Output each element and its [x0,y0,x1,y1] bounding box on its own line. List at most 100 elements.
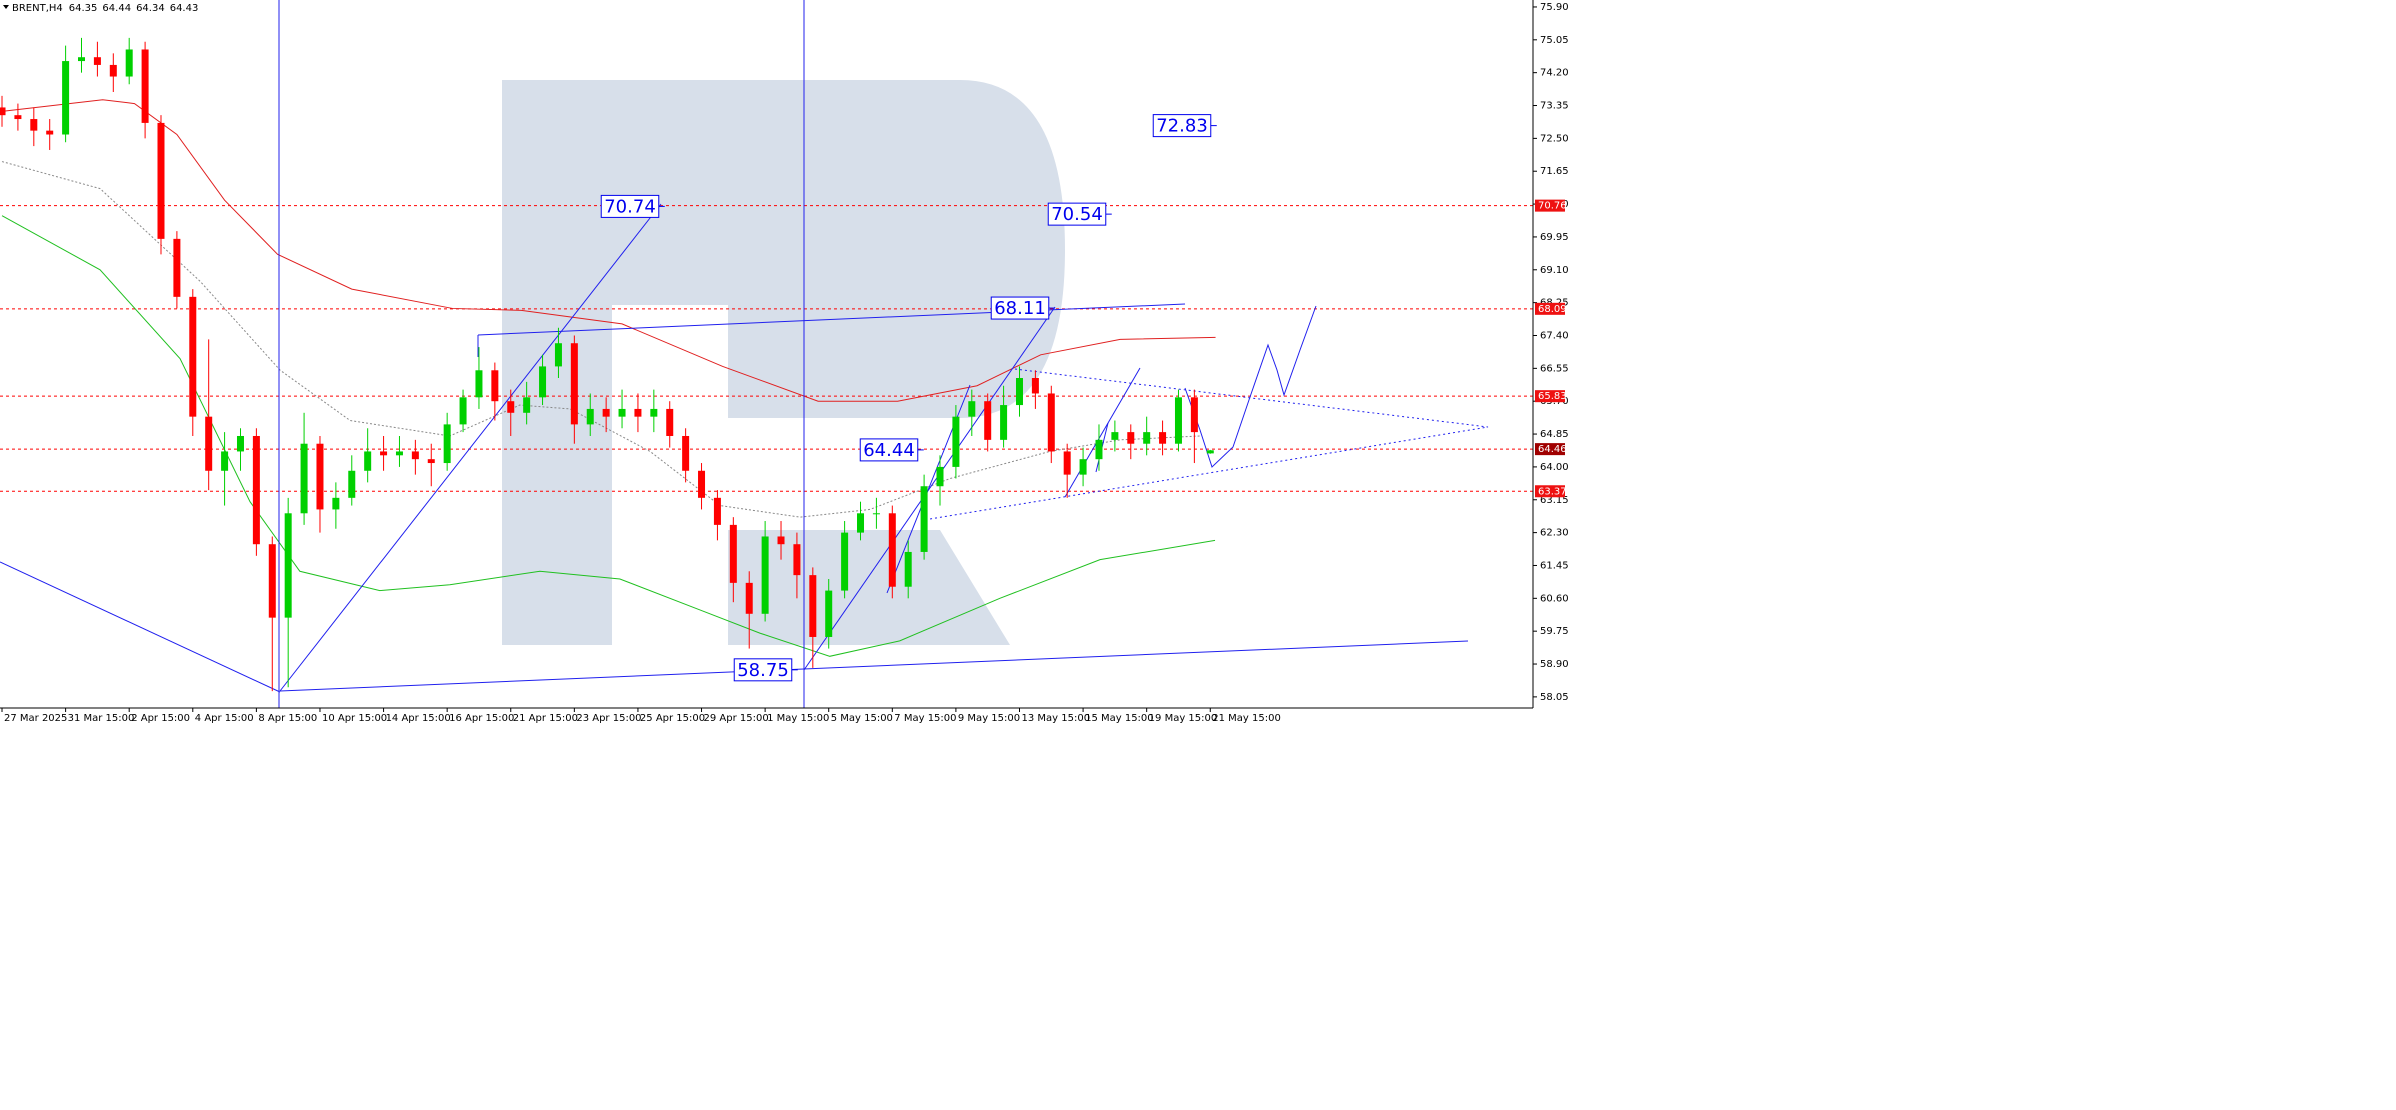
candle-body [507,401,515,413]
candle-body [570,343,578,425]
target-label: 70.54 [1051,204,1103,225]
target-label: 58.75 [737,660,789,681]
header-value: 64.44 [102,3,131,14]
x-tick-label: 8 Apr 15:00 [258,713,317,724]
candle-body [46,130,54,135]
candle-body [221,451,229,471]
candle-body [586,408,594,425]
level-label: 64.46 [1538,444,1567,455]
y-tick-label: 75.05 [1540,35,1569,46]
candle-body [14,115,22,120]
level-label: 70.76 [1538,201,1567,212]
candle-body [729,524,737,583]
candle-body [109,64,117,77]
candle-body [1079,459,1087,475]
candle-body [475,370,483,398]
x-tick-label: 16 Apr 15:00 [449,713,514,724]
watermark [502,80,1065,645]
candle-body [968,401,976,417]
candle-body [316,443,324,510]
level-label: 68.09 [1538,304,1567,315]
candle-body [125,49,133,77]
x-tick-label: 1 May 15:00 [767,713,829,724]
y-tick-label: 69.10 [1540,265,1569,276]
y-tick-label: 61.45 [1540,560,1569,571]
candle-body [1159,432,1167,444]
candle-body [141,49,149,123]
y-tick-label: 67.40 [1540,330,1569,341]
target-label: 68.11 [994,298,1046,319]
candle-body [332,497,340,510]
candle-body [682,435,690,471]
candle-body [427,459,435,464]
level-label-bg [1535,443,1565,456]
candle-body [380,451,388,456]
candle-body [650,408,658,417]
candle-body [984,401,992,440]
candle-body [602,408,610,417]
candle-body [523,397,531,413]
candle-body [284,513,292,618]
candle-body [618,408,626,417]
x-tick-label: 13 May 15:00 [1021,713,1090,724]
candle-body [1143,432,1151,444]
candle-body [936,466,944,487]
y-tick-label: 66.55 [1540,363,1569,374]
candle-body [348,470,356,498]
x-tick-label: 29 Apr 15:00 [704,713,769,724]
candle-body [300,443,308,514]
candle-body [1190,397,1198,433]
candle-body [920,486,928,552]
y-tick-label: 59.75 [1540,626,1569,637]
candle-body [93,57,101,65]
y-tick-label: 60.60 [1540,593,1569,604]
candle-body [666,408,674,436]
x-tick-label: 14 Apr 15:00 [386,713,451,724]
candle-body [761,536,769,614]
candle-body [554,343,562,367]
y-tick-label: 64.00 [1540,462,1569,473]
candle-body [364,451,372,471]
candle-body [809,575,817,637]
candle-body [395,451,403,456]
x-tick-label: 27 Mar 2025 [4,713,67,724]
y-tick-label: 62.30 [1540,528,1569,539]
candle-body [236,435,244,452]
x-tick-label: 7 May 15:00 [894,713,956,724]
x-tick-label: 9 May 15:00 [958,713,1020,724]
candle-body [888,513,896,587]
y-tick-label: 64.85 [1540,429,1569,440]
level-label-bg [1535,390,1565,403]
candle-body [1015,378,1023,406]
x-tick-label: 23 Apr 15:00 [576,713,641,724]
target-label: 70.74 [604,196,656,217]
candle-body [745,582,753,614]
x-tick-label: 10 Apr 15:00 [322,713,387,724]
candle-body [1174,397,1182,444]
candle-body [793,544,801,576]
candle-body [825,590,833,637]
level-label: 65.83 [1538,391,1567,402]
candle-body [1111,432,1119,440]
candle-body [841,532,849,591]
candle-body [157,122,165,239]
candle-body [459,397,467,425]
moving-average [1,215,1216,657]
candle-body [1095,439,1103,460]
candle-body [189,296,197,417]
candle-body [698,470,706,498]
x-tick-label: 31 Mar 15:00 [68,713,135,724]
y-tick-label: 71.65 [1540,166,1569,177]
level-label: 63.37 [1538,486,1567,497]
candle-body [1031,378,1039,394]
header-value: 64.43 [170,3,199,14]
candle-body [952,416,960,467]
candle-body [443,424,451,464]
candle-body [205,416,213,471]
y-tick-label: 75.90 [1540,2,1569,13]
candle-body [173,238,181,297]
target-label: 64.44 [863,440,915,461]
candle-body [252,435,260,545]
x-tick-label: 2 Apr 15:00 [131,713,190,724]
